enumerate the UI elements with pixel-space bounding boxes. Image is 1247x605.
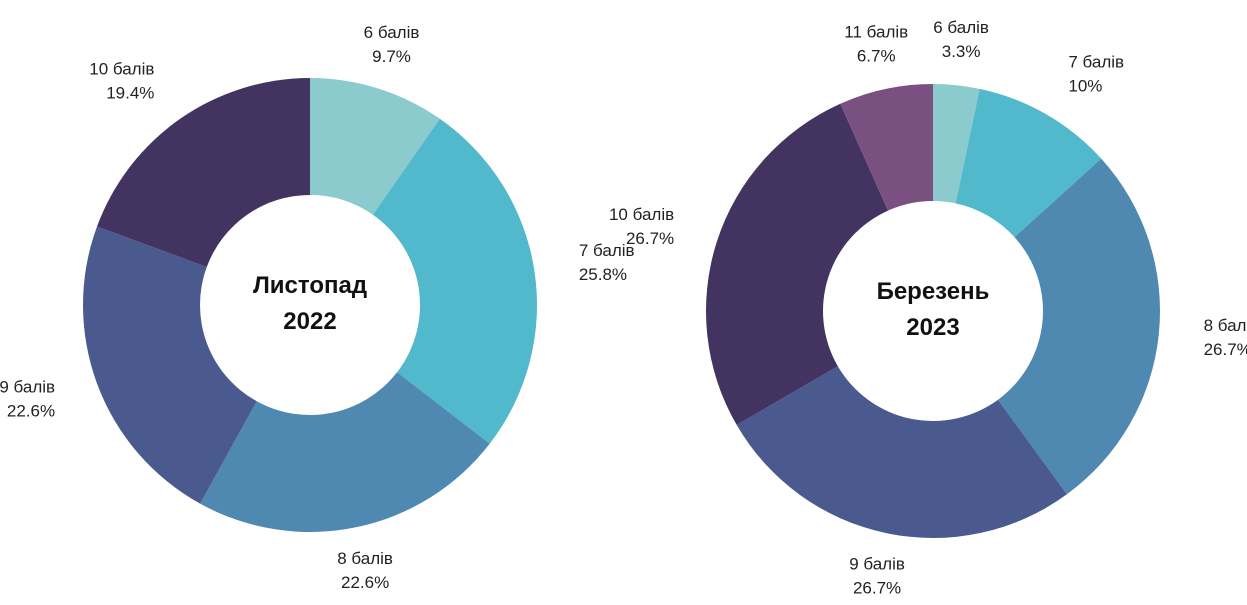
slice-label: 10 балів [89,59,154,78]
slice-value-label: 10% [1068,77,1102,96]
slice-label: 8 балів [1204,316,1247,335]
donut-segment [372,118,537,444]
donut-segment [310,78,440,215]
chart-title: Березень 2023 [877,278,990,341]
slice-value-label: 25.8% [579,265,627,284]
chart-title: Листопад 2022 [253,272,367,335]
slice-value-label: 9.7% [372,47,411,66]
donut-segment [933,84,980,204]
slice-label: 7 балів [1068,53,1124,72]
slice-value-label: 26.7% [1204,340,1247,359]
donut-segment [997,158,1160,495]
donut-segment [705,103,889,425]
donut-segment [736,366,1067,538]
donut-segment [97,78,310,267]
slice-label: 11 балів [844,22,908,41]
slice-value-label: 3.3% [942,42,981,61]
donut-segment [200,372,490,532]
slice-value-label: 19.4% [106,83,154,102]
donut-segment [840,84,933,211]
slice-value-label: 26.7% [626,229,674,248]
slice-value-label: 26.7% [853,579,901,598]
slice-label: 8 балів [337,549,393,568]
donut-segment [82,226,257,504]
slice-label: 9 балів [849,555,905,574]
slice-label: 6 балів [364,23,420,42]
donut-segment [955,88,1102,238]
slice-label: 7 балів [579,241,635,260]
slice-label: 6 балів [933,18,989,37]
slice-value-label: 6.7% [857,46,896,65]
slice-label: 9 балів [0,377,55,396]
slice-value-label: 22.6% [341,573,389,592]
slice-value-label: 22.6% [7,401,55,420]
slice-label: 10 балів [609,205,674,224]
